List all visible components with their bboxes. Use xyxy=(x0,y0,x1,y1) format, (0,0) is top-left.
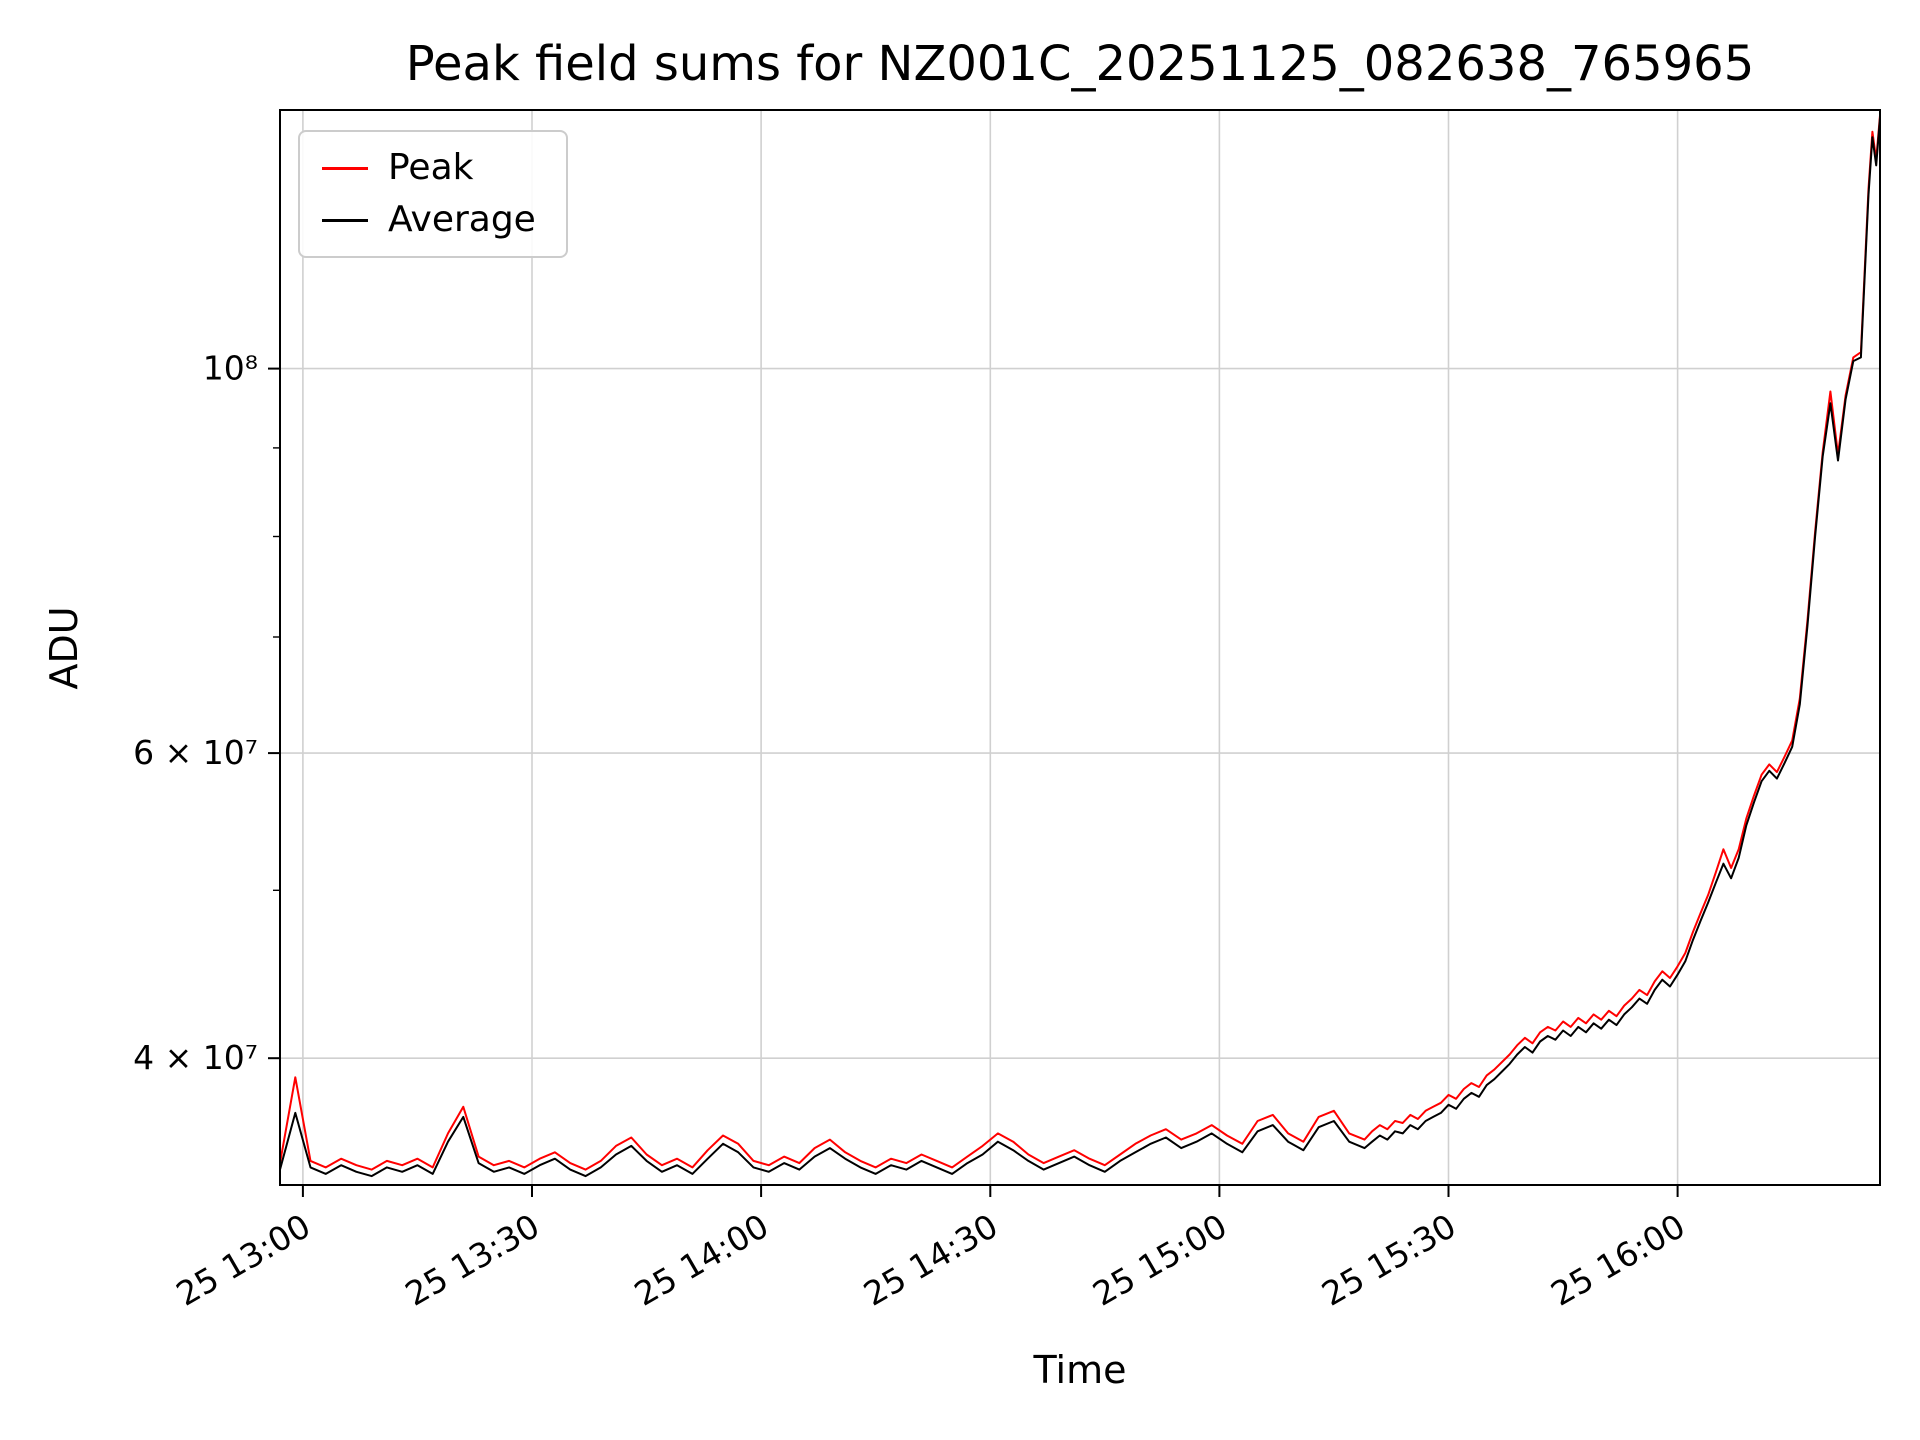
svg-text:10⁸: 10⁸ xyxy=(203,349,258,388)
legend-label-peak: Peak xyxy=(388,147,474,188)
svg-text:25 16:00: 25 16:00 xyxy=(1544,1206,1691,1314)
x-axis-label: Time xyxy=(1033,1348,1127,1392)
svg-text:25 15:30: 25 15:30 xyxy=(1315,1206,1462,1314)
svg-text:4 × 10⁷: 4 × 10⁷ xyxy=(133,1038,258,1077)
svg-text:25 13:00: 25 13:00 xyxy=(170,1206,317,1314)
legend-label-average: Average xyxy=(388,199,536,240)
svg-text:25 14:30: 25 14:30 xyxy=(857,1206,1004,1314)
svg-text:6 × 10⁷: 6 × 10⁷ xyxy=(133,733,258,772)
peak-line-swatch xyxy=(322,166,368,170)
legend: Peak Average xyxy=(298,130,568,258)
chart-title: Peak field sums for NZ001C_20251125_0826… xyxy=(405,36,1755,92)
svg-text:25 15:00: 25 15:00 xyxy=(1086,1206,1233,1314)
svg-text:25 13:30: 25 13:30 xyxy=(399,1206,546,1314)
legend-entry-average: Average xyxy=(322,202,536,238)
svg-text:25 14:00: 25 14:00 xyxy=(628,1206,775,1314)
legend-entry-peak: Peak xyxy=(322,150,536,186)
average-line-swatch xyxy=(322,218,368,222)
